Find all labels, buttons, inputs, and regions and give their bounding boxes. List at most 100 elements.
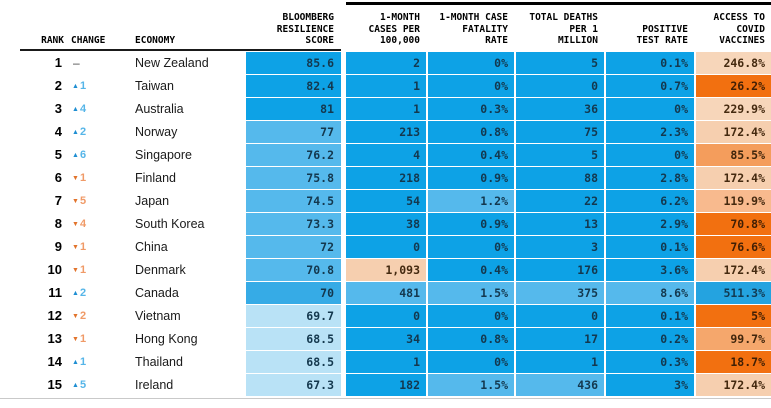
header-score: BLOOMBERG RESILIENCE SCORE — [276, 12, 334, 47]
deaths-cell: 13 — [514, 213, 604, 235]
table-row: 2 ▲1 Taiwan 82.4 1 0% 0 0.7% 26.2% — [0, 75, 771, 97]
positive-cell: 0.1% — [604, 236, 694, 258]
change-cell: ▼2 — [66, 305, 130, 327]
economy-cell: Hong Kong — [135, 332, 198, 346]
cases-cell: 0 — [346, 236, 426, 258]
up-arrow-icon: ▲ — [72, 290, 79, 297]
positive-cell: 0.1% — [604, 305, 694, 327]
rank-cell: 5 — [54, 147, 62, 162]
deaths-cell: 5 — [514, 52, 604, 74]
fatality-cell: 0% — [426, 305, 514, 327]
economy-cell: Thailand — [135, 355, 183, 369]
vaccines-cell: 99.7% — [694, 328, 771, 350]
change-value: 1 — [79, 172, 87, 184]
change-value: 5 — [79, 379, 87, 391]
change-value: 1 — [79, 241, 87, 253]
table-row: 4 ▲2 Norway 77 213 0.8% 75 2.3% 172.4% — [0, 121, 771, 143]
score-cell: 82.4 — [246, 75, 341, 97]
change-value: 1 — [79, 356, 87, 368]
change-cell: ▲1 — [66, 351, 130, 373]
table-body: 1 – New Zealand 85.6 2 0% 5 0.1% 246.8% … — [0, 52, 771, 397]
economy-cell: Singapore — [135, 148, 192, 162]
table-row: 6 ▼1 Finland 75.8 218 0.9% 88 2.8% 172.4… — [0, 167, 771, 189]
fatality-cell: 0% — [426, 75, 514, 97]
positive-cell: 0.2% — [604, 328, 694, 350]
change-cell: – — [66, 52, 130, 74]
cases-cell: 2 — [346, 52, 426, 74]
up-arrow-icon: ▲ — [72, 382, 79, 389]
positive-cell: 0% — [604, 98, 694, 120]
change-cell: ▲4 — [66, 98, 130, 120]
vaccines-cell: 5% — [694, 305, 771, 327]
score-cell: 77 — [246, 121, 341, 143]
deaths-cell: 75 — [514, 121, 604, 143]
vaccines-cell: 172.4% — [694, 259, 771, 281]
change-value: – — [73, 56, 80, 70]
fatality-cell: 1.5% — [426, 374, 514, 396]
down-arrow-icon: ▼ — [72, 198, 79, 205]
rank-cell: 10 — [47, 262, 62, 277]
cases-cell: 1,093 — [346, 259, 426, 281]
positive-cell: 2.3% — [604, 121, 694, 143]
fatality-cell: 0% — [426, 351, 514, 373]
positive-cell: 0% — [604, 144, 694, 166]
change-cell: ▲5 — [66, 374, 130, 396]
vaccines-cell: 18.7% — [694, 351, 771, 373]
vaccines-cell: 70.8% — [694, 213, 771, 235]
table-row: 7 ▼5 Japan 74.5 54 1.2% 22 6.2% 119.9% — [0, 190, 771, 212]
deaths-cell: 17 — [514, 328, 604, 350]
header-underline — [20, 49, 341, 51]
cases-cell: 481 — [346, 282, 426, 304]
cases-cell: 218 — [346, 167, 426, 189]
vaccines-cell: 172.4% — [694, 121, 771, 143]
deaths-cell: 0 — [514, 75, 604, 97]
rank-cell: 4 — [54, 124, 62, 139]
down-arrow-icon: ▼ — [72, 175, 79, 182]
positive-cell: 2.8% — [604, 167, 694, 189]
rank-cell: 3 — [54, 101, 62, 116]
rank-cell: 6 — [54, 170, 62, 185]
table-row: 12 ▼2 Vietnam 69.7 0 0% 0 0.1% 5% — [0, 305, 771, 327]
vaccines-cell: 229.9% — [694, 98, 771, 120]
header-deaths: TOTAL DEATHS PER 1 MILLION — [529, 12, 598, 47]
cases-cell: 54 — [346, 190, 426, 212]
deaths-cell: 0 — [514, 305, 604, 327]
change-value: 2 — [79, 287, 87, 299]
top-bar-divider — [346, 2, 771, 5]
change-cell: ▼1 — [66, 167, 130, 189]
vaccines-cell: 76.6% — [694, 236, 771, 258]
table-row: 5 ▲6 Singapore 76.2 4 0.4% 5 0% 85.5% — [0, 144, 771, 166]
score-cell: 74.5 — [246, 190, 341, 212]
down-arrow-icon: ▼ — [72, 221, 79, 228]
cases-cell: 34 — [346, 328, 426, 350]
deaths-cell: 36 — [514, 98, 604, 120]
change-value: 5 — [79, 195, 87, 207]
deaths-cell: 5 — [514, 144, 604, 166]
deaths-cell: 3 — [514, 236, 604, 258]
deaths-cell: 1 — [514, 351, 604, 373]
table-header: RANK CHANGE ECONOMY BLOOMBERG RESILIENCE… — [0, 0, 771, 51]
header-change: CHANGE — [71, 35, 106, 47]
header-vaccines: ACCESS TO COVID VACCINES — [713, 12, 765, 47]
score-cell: 81 — [246, 98, 341, 120]
score-cell: 85.6 — [246, 52, 341, 74]
fatality-cell: 0.9% — [426, 167, 514, 189]
fatality-cell: 0.4% — [426, 259, 514, 281]
change-value: 1 — [79, 333, 87, 345]
change-value: 2 — [79, 310, 87, 322]
header-positive: POSITIVE TEST RATE — [636, 23, 688, 47]
economy-cell: New Zealand — [135, 56, 209, 70]
up-arrow-icon: ▲ — [72, 106, 79, 113]
rank-cell: 14 — [47, 354, 62, 369]
down-arrow-icon: ▼ — [72, 244, 79, 251]
positive-cell: 2.9% — [604, 213, 694, 235]
down-arrow-icon: ▼ — [72, 313, 79, 320]
score-cell: 70.8 — [246, 259, 341, 281]
deaths-cell: 375 — [514, 282, 604, 304]
economy-cell: Norway — [135, 125, 178, 139]
economy-cell: Australia — [135, 102, 184, 116]
deaths-cell: 176 — [514, 259, 604, 281]
rank-cell: 8 — [54, 216, 62, 231]
change-value: 1 — [79, 264, 87, 276]
score-cell: 68.5 — [246, 351, 341, 373]
